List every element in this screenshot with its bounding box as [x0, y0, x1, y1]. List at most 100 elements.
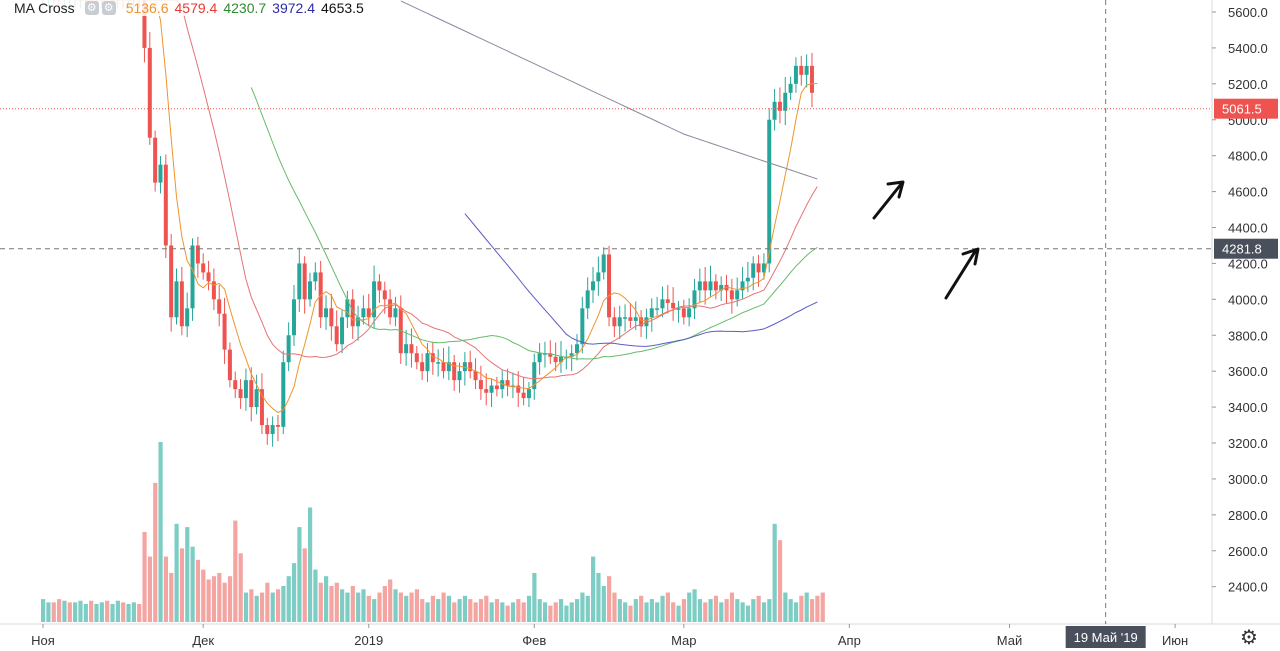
candle-body [633, 317, 638, 321]
x-tick-label: Апр [838, 633, 861, 648]
volume-bar [526, 595, 532, 622]
ma-value-4: 3972.4 [272, 0, 315, 16]
candle-body [169, 245, 174, 318]
candle-body [286, 335, 291, 363]
candle-body [259, 389, 264, 426]
current-price-tag [1214, 98, 1278, 119]
volume-bar [169, 572, 174, 622]
volume-bar [665, 592, 670, 622]
x-tick-label: Июн [1162, 633, 1188, 648]
gear-icon[interactable]: ⚙ [1240, 627, 1258, 649]
candle-body [452, 362, 457, 381]
candle-body [238, 389, 243, 399]
volume-bar [57, 599, 62, 622]
candle-body [372, 281, 377, 318]
candle-body [275, 425, 280, 427]
candle-body [420, 362, 425, 372]
candle-body [382, 290, 387, 300]
volume-bar [671, 602, 676, 622]
candle-body [516, 385, 521, 393]
settings-gear-icon-2[interactable]: ⚙ [101, 1, 116, 15]
candle-body [361, 308, 366, 318]
y-tick-label: 2800.0 [1228, 508, 1268, 523]
candle-body [799, 65, 804, 75]
candle-body [254, 389, 259, 408]
volume-bar [505, 605, 510, 622]
volume-bar [436, 599, 441, 622]
candle-body [660, 299, 665, 309]
candle-body [558, 356, 563, 363]
candle-body [729, 290, 734, 300]
chart-settings-corner[interactable]: ⚙ [1218, 625, 1280, 651]
candle-body [195, 245, 200, 264]
candle-body [334, 326, 339, 345]
candle-body [265, 425, 270, 435]
volume-bar [724, 599, 729, 622]
candle-body [623, 317, 628, 319]
volume-bar [345, 592, 350, 622]
volume-bar [313, 569, 318, 622]
candle-body [601, 254, 606, 273]
candle-body [510, 385, 515, 388]
candle-body [366, 308, 371, 318]
candle-body [761, 263, 766, 273]
volume-bar [804, 592, 809, 622]
x-tick-label: Фев [522, 633, 546, 648]
volume-bar [233, 520, 238, 622]
volume-bar [286, 576, 291, 622]
ma-value-3: 4230.7 [223, 0, 267, 16]
candle-body [521, 392, 526, 399]
candle-body [500, 380, 505, 390]
crosshair-price-label: 4281.8 [1222, 242, 1262, 257]
volume-bar [521, 602, 526, 622]
candle-body [190, 245, 195, 309]
volume-bar [222, 582, 227, 622]
candle-body [201, 263, 206, 273]
volume-bar [777, 540, 783, 622]
y-tick-label: 5400.0 [1228, 41, 1268, 56]
volume-bar [729, 592, 735, 622]
volume-bar [558, 599, 564, 622]
volume-bar [761, 602, 767, 622]
volume-bar [617, 599, 622, 622]
candle-body [788, 83, 793, 93]
volume-bar [580, 592, 585, 622]
settings-gear-icon[interactable]: ⚙ [84, 1, 99, 15]
volume-bar [484, 595, 489, 622]
volume-bar [46, 602, 51, 622]
volume-bar [414, 589, 419, 622]
volume-bar [489, 602, 494, 622]
volume-bar [388, 579, 393, 622]
volume-bar [687, 592, 692, 622]
candle-body [393, 308, 398, 318]
candle-body [756, 263, 761, 273]
volume-bar [361, 589, 366, 622]
volume-bar [227, 576, 233, 622]
volume-bar [596, 572, 601, 622]
volume-bar [719, 602, 724, 622]
volume-bar [131, 602, 136, 622]
candle-body [211, 281, 216, 300]
volume-bar [639, 595, 644, 622]
candle-body [158, 164, 163, 183]
volume-bar [137, 604, 142, 622]
y-tick-label: 3800.0 [1228, 328, 1268, 343]
candle-body [687, 308, 692, 318]
candle-body [692, 290, 697, 309]
indicator-name: MA Cross [14, 0, 75, 16]
candle-body [356, 317, 361, 327]
ma-value-2: 4579.4 [174, 0, 218, 16]
candle-body [318, 272, 323, 318]
volume-bar [121, 602, 126, 622]
candle-body [446, 362, 451, 372]
volume-bar [179, 548, 185, 622]
volume-bar [174, 523, 179, 622]
volume-bar [553, 602, 558, 622]
volume-bar [655, 602, 660, 622]
volume-bar [537, 599, 542, 622]
y-tick-label: 3000.0 [1228, 472, 1268, 487]
x-tick-label: Ноя [31, 633, 55, 648]
candle-body [147, 47, 152, 138]
volume-bar [356, 592, 361, 622]
